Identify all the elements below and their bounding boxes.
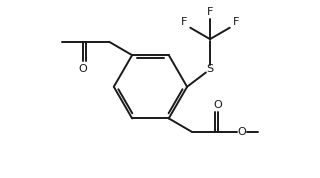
Text: F: F: [181, 17, 187, 27]
Text: F: F: [207, 7, 213, 17]
Text: O: O: [213, 100, 222, 110]
Text: F: F: [233, 17, 239, 27]
Text: S: S: [206, 64, 213, 74]
Text: O: O: [79, 64, 87, 74]
Text: O: O: [237, 127, 246, 137]
